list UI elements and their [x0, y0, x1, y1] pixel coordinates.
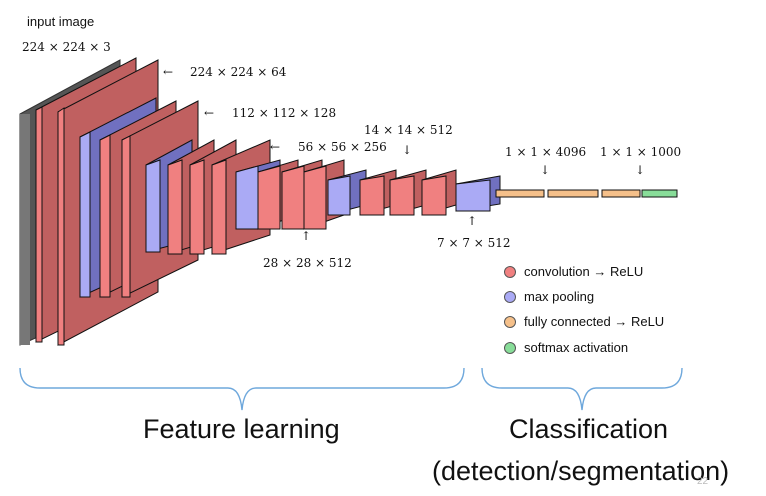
conv2-dims-label: 112 × 112 × 128	[232, 106, 337, 120]
conv-block-5b	[389, 169, 427, 216]
input-image-label: input image	[27, 14, 95, 29]
conv-block-5c	[421, 169, 457, 216]
feature-learning-caption: Feature learning	[143, 414, 340, 444]
conv4-arrow: ↑	[301, 229, 312, 243]
conv3-dims-label: 56 × 56 × 256	[298, 140, 387, 154]
legend-label-convolution: convolution → ReLU	[524, 264, 644, 279]
legend-item-max-pooling: max pooling	[504, 289, 594, 304]
legend-item-softmax: softmax activation	[504, 340, 628, 355]
brace-classification	[481, 367, 683, 411]
conv5-arrow: ↓	[402, 143, 413, 157]
classification-subcaption: (detection/segmentation)	[432, 456, 730, 486]
brace-feature-learning	[19, 367, 465, 411]
softmax-layer	[641, 189, 678, 198]
fc-arrow: ↓	[540, 163, 551, 177]
softmax-arrow: ↓	[635, 163, 646, 177]
fc-layer-2	[547, 189, 599, 198]
fc-dims-label: 1 × 1 × 4096	[505, 145, 587, 159]
pool5-arrow: ↑	[467, 214, 478, 228]
conv1-arrow: ←	[163, 65, 174, 79]
input-dims-label: 224 × 224 × 3	[22, 40, 111, 54]
conv3-arrow: ←	[270, 140, 281, 154]
legend-item-fully-connected: fully connected → ReLU	[504, 314, 664, 329]
legend-label-max-pooling: max pooling	[524, 289, 595, 304]
conv-block-5a	[359, 169, 397, 216]
fc-layer-1	[495, 189, 545, 198]
legend-swatch-convolution	[504, 265, 516, 278]
legend-swatch-max-pooling	[504, 290, 516, 303]
page-number: 22	[697, 476, 709, 487]
fc-layer-3	[601, 189, 641, 198]
classification-caption: Classification	[509, 414, 669, 444]
softmax-dims-label: 1 × 1 × 1000	[600, 145, 682, 159]
conv2-arrow: ←	[204, 106, 215, 120]
conv5-dims-label: 14 × 14 × 512	[364, 123, 453, 137]
legend-swatch-softmax	[504, 341, 516, 354]
legend-item-convolution: convolution → ReLU	[504, 264, 643, 279]
legend-swatch-fully-connected	[504, 315, 516, 328]
legend-label-softmax: softmax activation	[524, 340, 629, 355]
pool5-dims-label: 7 × 7 × 512	[437, 236, 511, 250]
pool-block-5	[455, 175, 501, 212]
conv1-dims-label: 224 × 224 × 64	[190, 65, 287, 79]
legend-label-fully-connected: fully connected → ReLU	[524, 314, 665, 329]
conv4-dims-label: 28 × 28 × 512	[263, 256, 352, 270]
